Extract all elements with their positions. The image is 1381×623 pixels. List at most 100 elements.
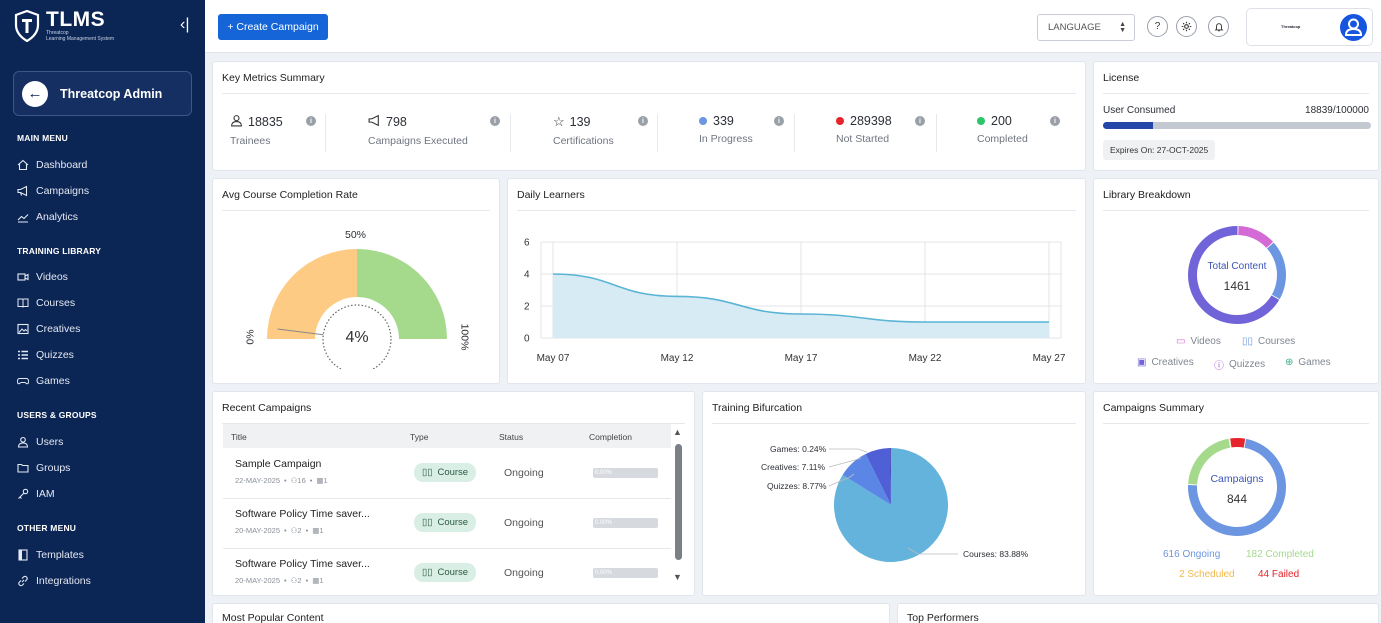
avatar[interactable] (1340, 14, 1367, 41)
status-text: Ongoing (504, 467, 544, 479)
user-icon (17, 436, 29, 448)
col-type: Type (410, 432, 429, 442)
sidebar-item-games[interactable]: Games (17, 375, 70, 387)
scroll-down-icon[interactable]: ▼ (673, 572, 682, 582)
info-icon[interactable]: i (915, 116, 925, 126)
sidebar-item-dashboard[interactable]: Dashboard (17, 159, 87, 171)
legend-failed[interactable]: 44 Failed (1258, 569, 1300, 580)
help-icon[interactable]: ? (1147, 16, 1168, 37)
sidebar-item-creatives[interactable]: Creatives (17, 323, 80, 335)
gamepad-icon: ⊕ (1285, 357, 1294, 368)
label-quizzes: Quizzes: 8.77% (767, 481, 827, 491)
y-tick-label: 6 (524, 238, 530, 249)
campaign-name: Software Policy Time saver... (235, 508, 370, 520)
legend-scheduled[interactable]: 2 Scheduled (1179, 569, 1235, 580)
metric-value: 798 (386, 115, 407, 129)
sidebar-item-integrations[interactable]: Integrations (17, 575, 91, 587)
sidebar-item-analytics[interactable]: Analytics (17, 211, 78, 223)
book-icon: ▯▯ (422, 467, 433, 478)
legend-quizzes[interactable]: ⓘ Quizzes (1214, 357, 1265, 372)
sidebar-item-label: Dashboard (36, 159, 88, 171)
brand-name: TLMS (46, 8, 106, 31)
admin-switcher[interactable]: ← Threatcop Admin (13, 71, 192, 116)
metric-label: Certifications (553, 135, 614, 147)
megaphone-icon (17, 185, 29, 197)
sidebar-item-quizzes[interactable]: Quizzes (17, 349, 74, 361)
sidebar-item-campaigns[interactable]: Campaigns (17, 185, 89, 197)
scrollbar-thumb[interactable] (675, 444, 682, 560)
campaign-name: Sample Campaign (235, 458, 322, 470)
sidebar-item-iam[interactable]: IAM (17, 488, 55, 500)
shield-logo-icon (14, 10, 40, 42)
training-bifurcation-card: Training Bifurcation Games: 0.24% Creati… (702, 391, 1086, 596)
sidebar-item-groups[interactable]: Groups (17, 462, 70, 474)
legend-completed[interactable]: 182 Completed (1246, 549, 1314, 560)
recent-campaigns-card: Recent Campaigns Title Type Status Compl… (212, 391, 695, 596)
library-center-label: Total Content (1207, 261, 1267, 272)
section-other-menu: OTHER MENU (17, 523, 77, 533)
sidebar-item-courses[interactable]: Courses (17, 297, 75, 309)
metric-value: 200 (991, 114, 1012, 128)
profile-menu[interactable]: Threatcop (1246, 8, 1373, 46)
library-center-value: 1461 (1223, 279, 1251, 293)
campaign-date: 20-MAY-2025 (235, 576, 281, 585)
legend-label: Quizzes (1229, 359, 1266, 370)
y-tick-label: 0 (524, 334, 530, 345)
library-slice (1266, 242, 1286, 300)
table-row[interactable]: Sample Campaign 22-MAY-2025 • ⚇ 16 • ▦ 1 ▯… (223, 449, 671, 499)
metric-value: 289398 (850, 114, 892, 128)
info-icon[interactable]: i (1050, 116, 1060, 126)
collapse-sidebar-icon[interactable]: ‹| (180, 16, 190, 33)
campaigns-donut-chart (1188, 438, 1286, 536)
language-label: LANGUAGE (1048, 22, 1101, 33)
campaign-users: 2 (297, 526, 302, 535)
legend-label: Creatives (1151, 357, 1194, 368)
campaign-date: 22-MAY-2025 (235, 476, 281, 485)
pie-slice-creatives (865, 448, 891, 505)
card-title: Top Performers (907, 612, 979, 623)
leader-line (907, 547, 958, 555)
col-status: Status (499, 432, 524, 442)
scroll-up-icon[interactable]: ▲ (673, 427, 682, 437)
legend-label: Games (1298, 357, 1331, 368)
label-creatives: Creatives: 7.11% (761, 462, 826, 472)
top-performers-card: Top Performers (897, 603, 1379, 623)
gauge-mid-label: 50% (345, 229, 367, 241)
gauge-value: 4% (345, 329, 369, 346)
legend-courses[interactable]: ▯▯ Courses (1242, 336, 1295, 347)
video-icon: ▭ (1176, 336, 1186, 347)
x-tick-label: May 17 (785, 353, 818, 364)
legend-games[interactable]: ⊕ Games (1285, 357, 1331, 368)
status-text: Ongoing (504, 567, 544, 579)
back-arrow-icon[interactable]: ← (22, 80, 48, 107)
completion-bar: 0.00% (593, 518, 658, 528)
table-row[interactable]: Software Policy Time saver... 20-MAY-202… (223, 549, 671, 599)
table-row[interactable]: Software Policy Time saver... 20-MAY-202… (223, 499, 671, 549)
series-line (552, 273, 1049, 323)
admin-name: Threatcop Admin (60, 86, 163, 101)
completion-bar: 0.00% (593, 468, 658, 478)
sidebar-item-videos[interactable]: Videos (17, 271, 68, 283)
legend-creatives[interactable]: ▣ Creatives (1137, 357, 1194, 368)
info-icon[interactable]: i (638, 116, 648, 126)
language-select[interactable]: LANGUAGE ▲ ▼ (1037, 14, 1135, 41)
info-icon[interactable]: i (306, 116, 316, 126)
x-tick-label: May 12 (661, 353, 694, 364)
video-icon (17, 271, 29, 283)
sidebar-item-users[interactable]: Users (17, 436, 63, 448)
notification-bell-icon[interactable] (1208, 16, 1229, 37)
campaign-users: 2 (297, 576, 302, 585)
legend-ongoing[interactable]: 616 Ongoing (1163, 549, 1221, 560)
legend-videos[interactable]: ▭ Videos (1176, 336, 1221, 347)
card-title: Key Metrics Summary (222, 72, 325, 84)
license-card: License User Consumed 18839/100000 Expir… (1093, 61, 1379, 171)
create-campaign-button[interactable]: + Create Campaign (218, 14, 328, 40)
sidebar-item-label: Games (36, 375, 70, 387)
type-label: Course (437, 567, 469, 578)
leader-line (828, 457, 862, 468)
sidebar-item-templates[interactable]: Templates (17, 549, 84, 561)
info-icon[interactable]: i (774, 116, 784, 126)
info-icon[interactable]: i (490, 116, 500, 126)
settings-gear-icon[interactable] (1176, 16, 1197, 37)
card-title: Daily Learners (517, 189, 585, 201)
